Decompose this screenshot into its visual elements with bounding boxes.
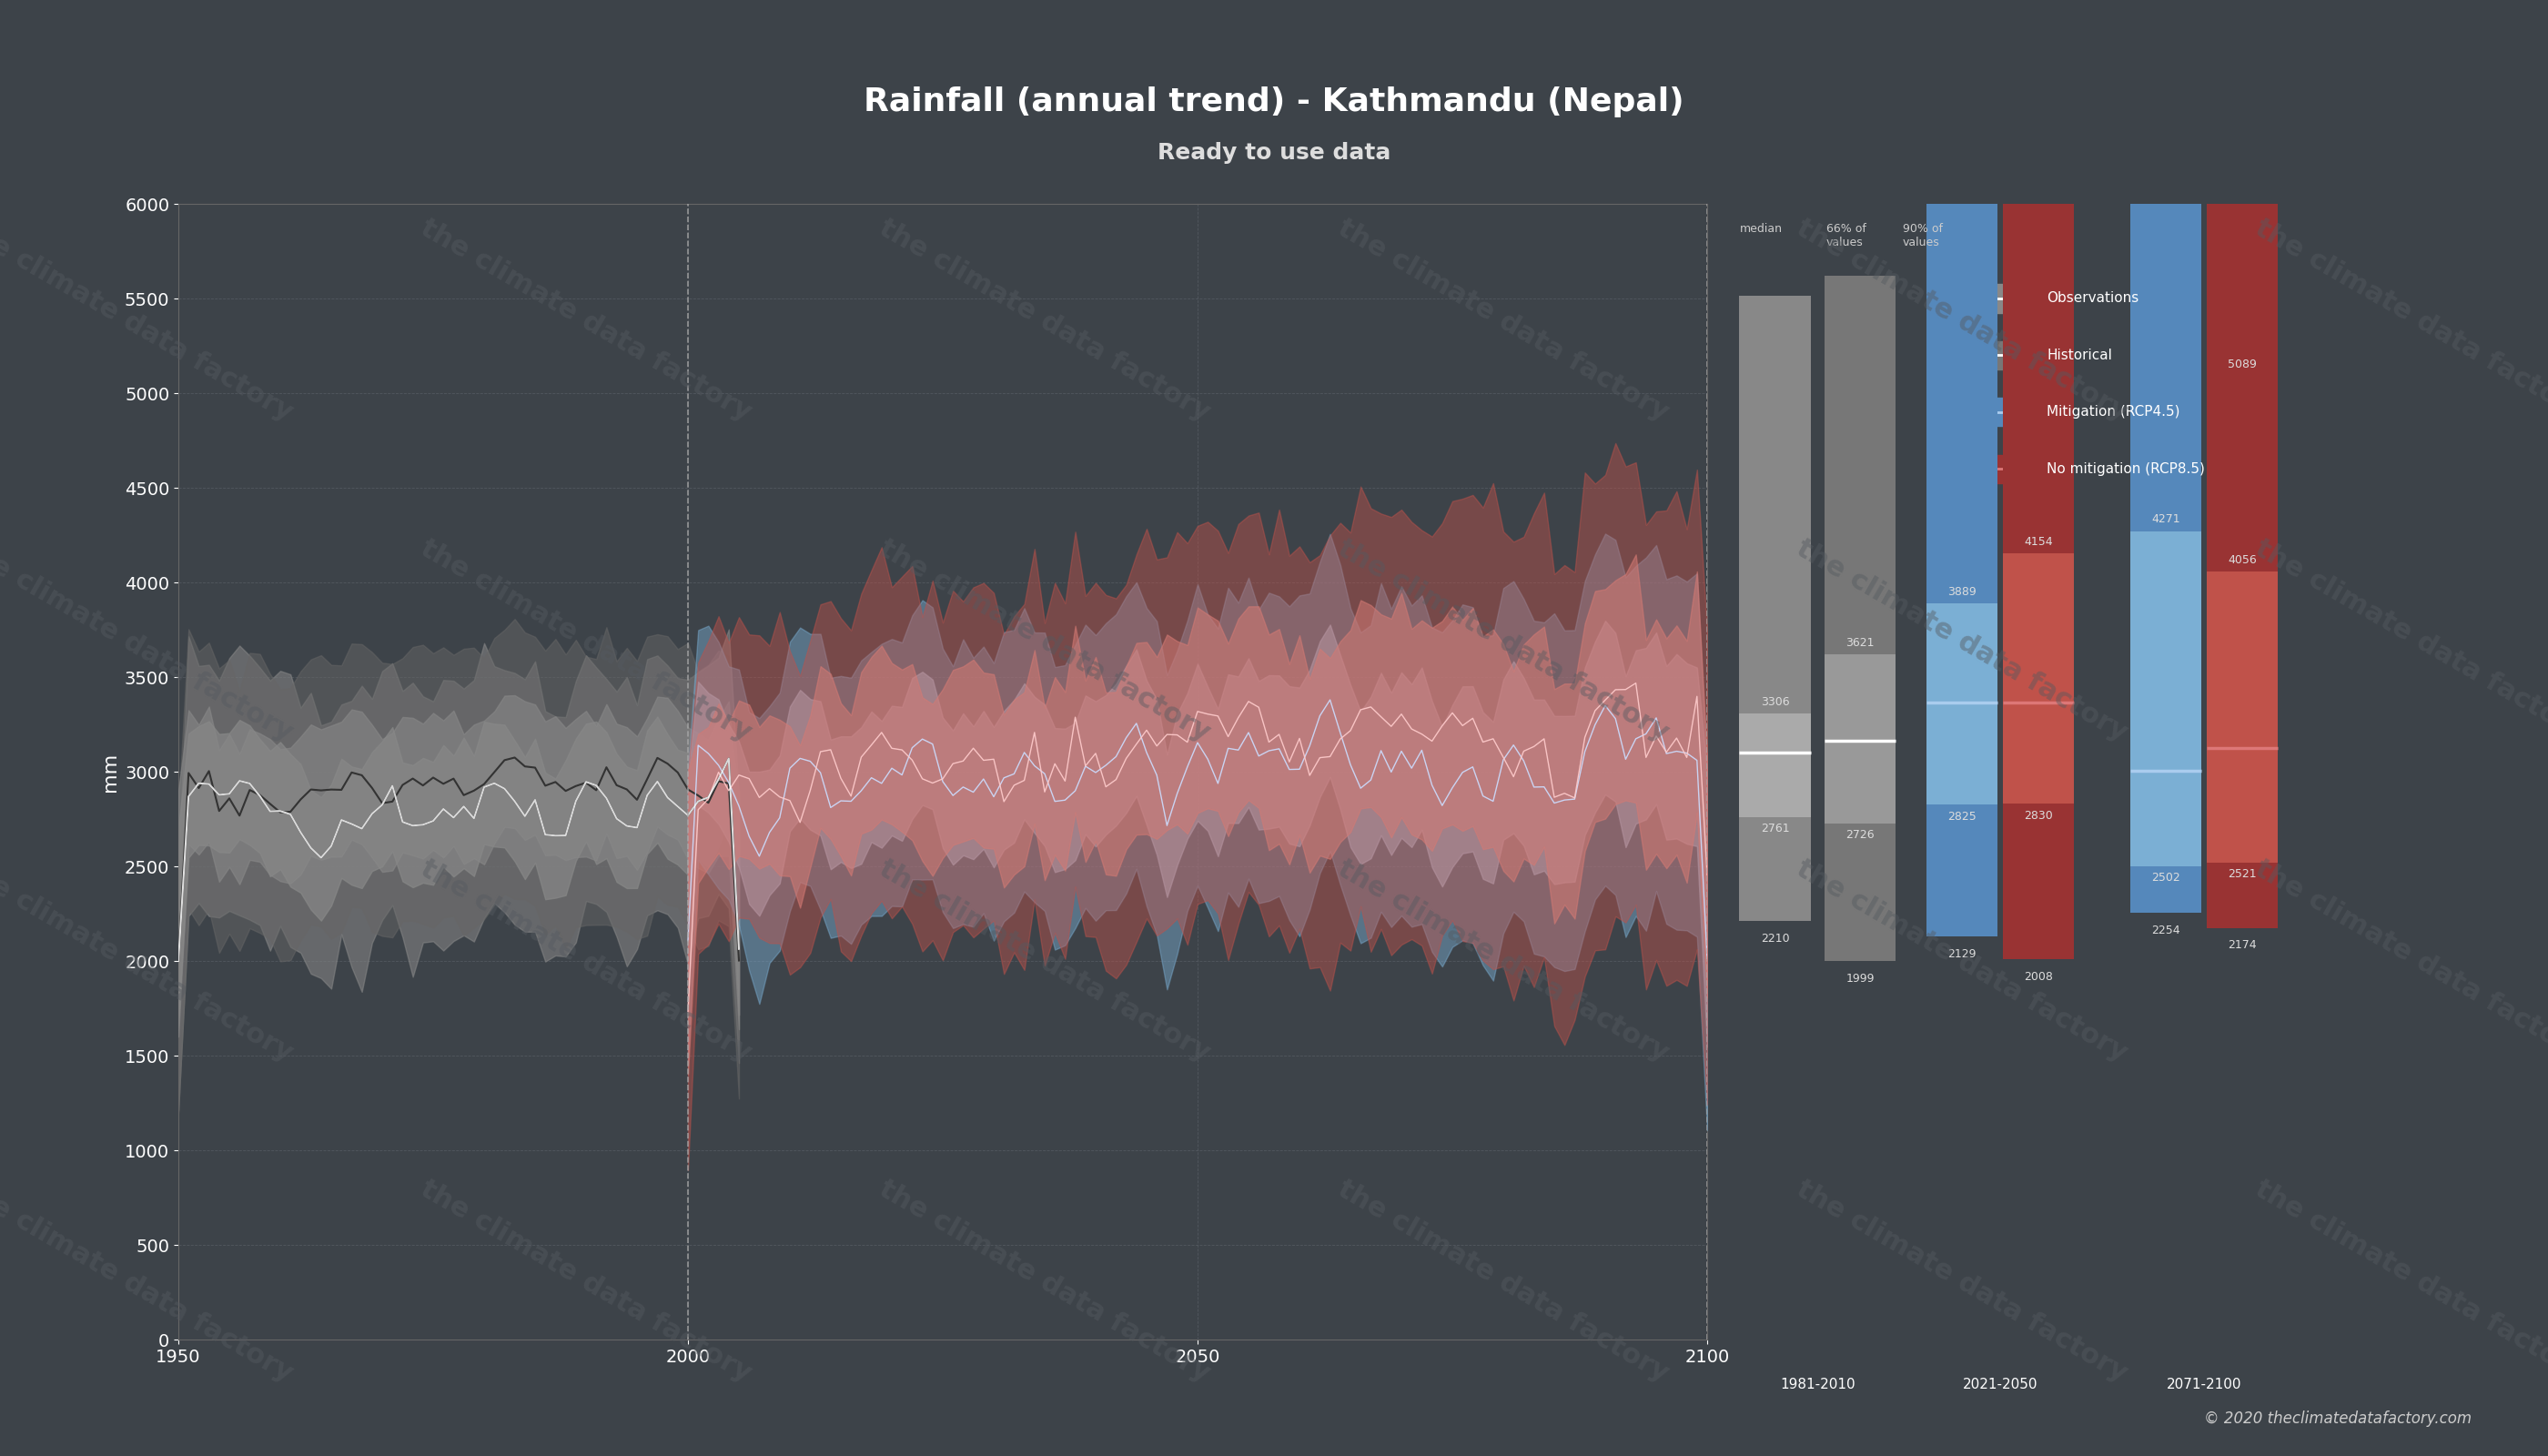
Text: the climate data factory: the climate data factory — [874, 534, 1215, 747]
Text: 2071-2100: 2071-2100 — [2166, 1377, 2242, 1390]
Bar — [1740, 296, 1812, 922]
Text: the climate data factory: the climate data factory — [1791, 214, 2133, 427]
Text: 3306: 3306 — [1761, 696, 1789, 708]
Bar — [2207, 572, 2278, 862]
Text: 2021-2050: 2021-2050 — [1962, 1377, 2038, 1390]
Text: 3889: 3889 — [1947, 585, 1977, 598]
Bar — [2003, 553, 2074, 804]
Text: 3367: 3367 — [2023, 684, 2054, 696]
FancyBboxPatch shape — [1987, 397, 2031, 427]
Text: the climate data factory: the climate data factory — [1791, 855, 2133, 1067]
Text: 5089: 5089 — [2227, 358, 2258, 371]
Text: Ready to use data: Ready to use data — [1157, 143, 1391, 163]
Text: the climate data factory: the climate data factory — [1333, 1175, 1674, 1388]
Text: 66% of
values: 66% of values — [1827, 223, 1865, 248]
Bar — [2130, 531, 2201, 866]
Text: the climate data factory: the climate data factory — [1791, 1175, 2133, 1388]
Y-axis label: mm: mm — [102, 751, 120, 792]
Text: © 2020 theclimatedatafactory.com: © 2020 theclimatedatafactory.com — [2204, 1411, 2472, 1427]
Text: the climate data factory: the climate data factory — [0, 214, 298, 427]
Text: 3621: 3621 — [1845, 636, 1875, 648]
Text: the climate data factory: the climate data factory — [0, 534, 298, 747]
Text: 3100: 3100 — [1758, 735, 1791, 747]
Text: Observations: Observations — [2046, 291, 2138, 306]
Text: 3006: 3006 — [2151, 753, 2181, 764]
Text: 2210: 2210 — [1761, 932, 1789, 945]
Text: the climate data factory: the climate data factory — [1333, 214, 1674, 427]
Text: 2502: 2502 — [2151, 872, 2181, 884]
Bar — [1740, 713, 1812, 817]
Text: the climate data factory: the climate data factory — [2250, 855, 2548, 1067]
Text: the climate data factory: the climate data factory — [0, 1175, 298, 1388]
Bar — [1824, 654, 1896, 824]
Text: 2174: 2174 — [2227, 939, 2258, 951]
Text: 2825: 2825 — [1947, 811, 1977, 823]
Text: 2830: 2830 — [2023, 810, 2054, 821]
Text: 1981-2010: 1981-2010 — [1781, 1377, 1855, 1390]
Text: the climate data factory: the climate data factory — [1791, 534, 2133, 747]
Text: 4154: 4154 — [2023, 536, 2054, 547]
Bar — [2207, 0, 2278, 927]
Text: median: median — [1740, 223, 1781, 234]
Text: the climate data factory: the climate data factory — [415, 855, 757, 1067]
Text: 90% of
values: 90% of values — [1903, 223, 1942, 248]
Text: 1999: 1999 — [1845, 973, 1875, 984]
Text: 2726: 2726 — [1845, 830, 1875, 842]
FancyBboxPatch shape — [1987, 341, 2031, 370]
Text: the climate data factory: the climate data factory — [2250, 1175, 2548, 1388]
Text: the climate data factory: the climate data factory — [874, 214, 1215, 427]
FancyBboxPatch shape — [1987, 454, 2031, 483]
Bar — [2003, 173, 2074, 960]
Text: 2008: 2008 — [2023, 971, 2054, 983]
Text: 3123: 3123 — [2227, 731, 2258, 743]
Text: Rainfall (annual trend) - Kathmandu (Nepal): Rainfall (annual trend) - Kathmandu (Nep… — [864, 86, 1684, 118]
Text: 4271: 4271 — [2151, 514, 2181, 526]
Text: the climate data factory: the climate data factory — [415, 214, 757, 427]
FancyBboxPatch shape — [1987, 284, 2031, 313]
Text: No mitigation (RCP8.5): No mitigation (RCP8.5) — [2046, 462, 2204, 476]
Text: 3364: 3364 — [1947, 686, 1977, 697]
Text: Mitigation (RCP4.5): Mitigation (RCP4.5) — [2046, 405, 2181, 419]
Text: the climate data factory: the climate data factory — [2250, 214, 2548, 427]
Text: the climate data factory: the climate data factory — [874, 855, 1215, 1067]
Text: the climate data factory: the climate data factory — [415, 1175, 757, 1388]
Text: the climate data factory: the climate data factory — [1333, 534, 1674, 747]
Text: the climate data factory: the climate data factory — [874, 1175, 1215, 1388]
Text: the climate data factory: the climate data factory — [2250, 534, 2548, 747]
Bar — [1926, 201, 1998, 936]
Text: 2521: 2521 — [2227, 868, 2258, 879]
Text: 2761: 2761 — [1761, 823, 1789, 834]
Text: the climate data factory: the climate data factory — [1333, 855, 1674, 1067]
Text: Historical: Historical — [2046, 348, 2112, 363]
Text: the climate data factory: the climate data factory — [0, 855, 298, 1067]
Text: 2129: 2129 — [1947, 948, 1977, 960]
Text: 4056: 4056 — [2227, 555, 2258, 566]
Bar — [1926, 603, 1998, 805]
Text: 3164: 3164 — [1845, 724, 1875, 735]
Bar — [1824, 275, 1896, 961]
Text: the climate data factory: the climate data factory — [415, 534, 757, 747]
Bar — [2130, 105, 2201, 913]
Text: 2254: 2254 — [2151, 925, 2181, 936]
